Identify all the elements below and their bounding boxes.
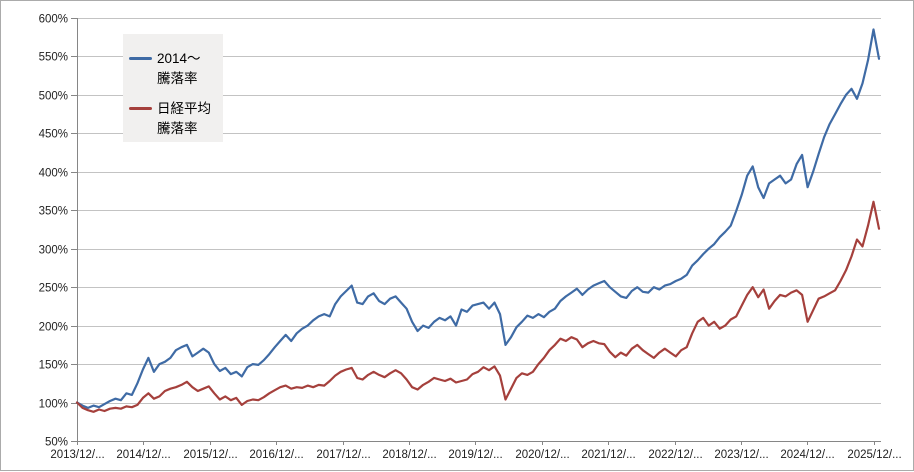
series-line-0 [75,28,881,409]
legend-label-portfolio: 2014〜 騰落率 [157,49,201,89]
y-tick-label: 150% [39,360,68,372]
y-tick-label: 400% [39,168,68,180]
x-tick-label: 2015/12/... [183,449,237,461]
x-tick-label: 2013/12/... [50,449,104,461]
x-tick-label: 2022/12/... [648,449,702,461]
x-tick-label: 2018/12/... [382,449,436,461]
legend-item-portfolio: 2014〜 騰落率 [129,49,219,89]
y-tick-label: 300% [39,245,68,257]
y-tick-label: 100% [39,399,68,411]
legend-label-line1: 日経平均 [157,101,211,116]
legend-label-nikkei: 日経平均 騰落率 [157,99,211,139]
x-tick-label: 2021/12/... [581,449,635,461]
legend: 2014〜 騰落率 日経平均 騰落率 [123,34,223,142]
y-tick-label: 50% [45,437,68,449]
x-tick-label: 2024/12/... [780,449,834,461]
legend-item-nikkei: 日経平均 騰落率 [129,99,219,139]
x-tick-label: 2020/12/... [515,449,569,461]
series-line-1 [75,200,881,413]
x-tick-label: 2016/12/... [249,449,303,461]
y-tick-label: 500% [39,91,68,103]
legend-swatch-blue-line [129,57,152,60]
y-tick-label: 550% [39,52,68,64]
legend-label-line1: 2014〜 [157,51,201,66]
y-tick-label: 600% [39,14,68,26]
y-tick-label: 250% [39,283,68,295]
x-tick-label: 2025/12/... [847,449,901,461]
y-tick-label: 350% [39,206,68,218]
x-tick-label: 2017/12/... [316,449,370,461]
x-tick-label: 2014/12/... [116,449,170,461]
legend-label-line2: 騰落率 [157,121,198,136]
x-tick-label: 2019/12/... [448,449,502,461]
y-tick-label: 450% [39,129,68,141]
x-tick-label: 2023/12/... [714,449,768,461]
legend-label-line2: 騰落率 [157,71,198,86]
legend-swatch-red-line [129,107,152,110]
y-tick-label: 200% [39,322,68,334]
